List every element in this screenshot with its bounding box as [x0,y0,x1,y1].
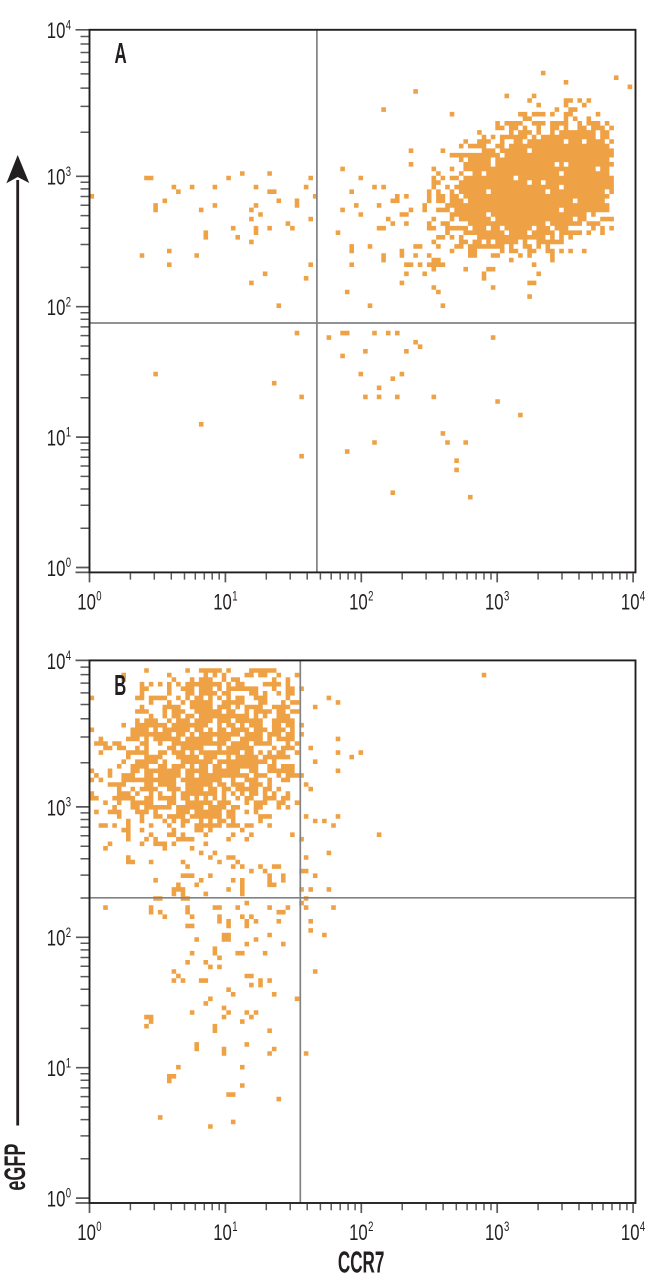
svg-text:0: 0 [66,1186,72,1201]
svg-text:4: 4 [66,17,72,32]
svg-text:3: 3 [66,795,72,810]
svg-text:0: 0 [96,589,102,604]
svg-text:10: 10 [485,1220,504,1245]
svg-text:10: 10 [47,649,66,674]
svg-text:10: 10 [47,556,66,581]
svg-text:10: 10 [47,18,66,43]
svg-text:0: 0 [96,1219,102,1234]
svg-text:10: 10 [47,165,66,190]
svg-text:eGFP: eGFP [0,1144,32,1191]
svg-text:2: 2 [66,294,71,309]
svg-text:4: 4 [640,1219,646,1234]
svg-text:0: 0 [66,555,72,570]
svg-text:1: 1 [66,425,71,440]
svg-text:10: 10 [621,1220,640,1245]
svg-text:10: 10 [621,589,640,614]
svg-text:10: 10 [213,589,232,614]
svg-text:2: 2 [368,1219,373,1234]
svg-text:10: 10 [349,589,368,614]
svg-text:1: 1 [232,589,237,604]
svg-text:4: 4 [66,648,72,663]
svg-text:3: 3 [504,1219,510,1234]
svg-text:10: 10 [485,589,504,614]
svg-text:10: 10 [77,589,96,614]
svg-text:3: 3 [504,589,510,604]
svg-text:3: 3 [66,164,72,179]
svg-text:10: 10 [77,1220,96,1245]
svg-text:10: 10 [47,926,66,951]
svg-text:B: B [114,670,126,702]
svg-text:10: 10 [47,426,66,451]
svg-text:10: 10 [47,295,66,320]
svg-text:A: A [115,38,127,70]
svg-text:CCR7: CCR7 [338,1245,385,1277]
svg-text:10: 10 [213,1220,232,1245]
svg-text:2: 2 [66,925,71,940]
svg-text:2: 2 [368,589,373,604]
svg-text:10: 10 [47,1056,66,1081]
svg-text:1: 1 [232,1219,237,1234]
svg-text:1: 1 [66,1055,71,1070]
svg-text:4: 4 [640,589,646,604]
svg-text:10: 10 [349,1220,368,1245]
svg-text:10: 10 [47,1187,66,1212]
svg-text:10: 10 [47,795,66,820]
